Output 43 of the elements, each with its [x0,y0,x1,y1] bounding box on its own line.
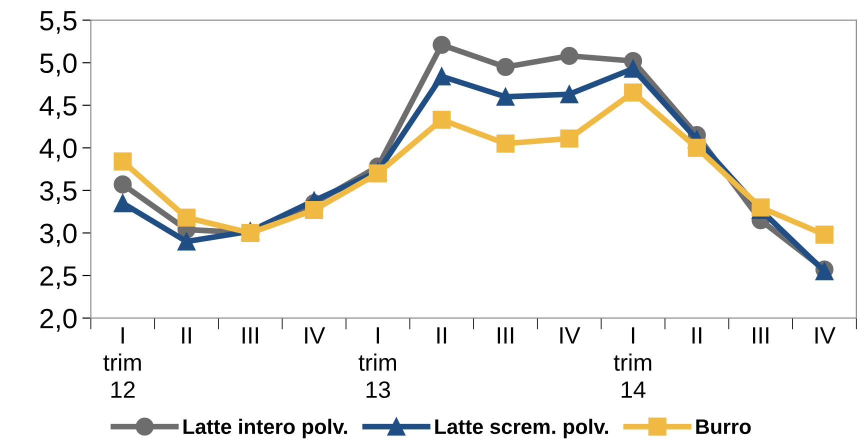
x-tick-label: II [182,327,191,344]
point [688,138,706,157]
point [496,134,515,153]
point [177,208,196,227]
legend-label: Latte screm. polv. [435,418,608,438]
y-tick-label: 5,0 [40,53,77,76]
point [114,194,132,212]
x-tick-label: I trim 14 [614,327,652,398]
point [368,164,387,182]
point [560,85,578,104]
point [432,110,451,129]
x-tick-label: II [437,327,446,344]
x-tick-label: I trim 13 [358,327,396,398]
x-tick-label: III [753,327,768,344]
x-tick-label: III [498,327,514,344]
x-tick-label: III [242,327,258,344]
y-tick-label: 4,5 [40,96,76,119]
legend-label: Burro [696,420,751,434]
point [624,83,642,102]
x-tick-label: II [692,327,702,344]
y-tick-label: 2,0 [40,308,77,332]
y-tick-label: 3,0 [40,224,77,247]
point [560,46,578,65]
x-tick-label: IV [815,327,836,344]
point [496,88,515,106]
point [752,198,770,216]
y-tick-label: 5,5 [40,11,76,34]
y-tick-label: 3,5 [40,181,76,204]
point [815,226,834,244]
point [560,129,578,148]
x-tick-label: I trim 12 [103,327,141,398]
point [177,232,196,250]
point [432,36,451,54]
point [432,67,451,86]
y-tick-label: 2,5 [40,266,76,290]
x-tick-label: IV [560,327,580,344]
point [305,200,324,220]
y-tick-label: 4,0 [40,138,77,162]
point [114,175,132,194]
x-tick-label: IV [305,327,326,344]
point [496,58,515,76]
point [114,152,132,170]
legend-label: Latte intero polv. [184,418,348,438]
